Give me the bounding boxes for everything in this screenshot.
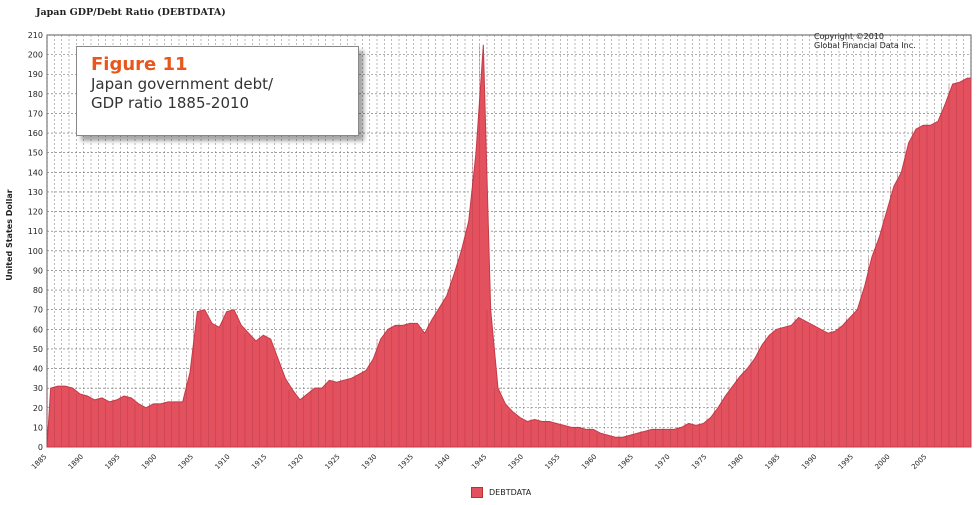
legend-label: DEBTDATA bbox=[489, 487, 532, 497]
y-tick-label: 70 bbox=[33, 306, 43, 315]
data-area-layer bbox=[46, 44, 972, 448]
x-tick-label: 1915 bbox=[250, 453, 268, 471]
x-tick-label: 1935 bbox=[397, 453, 415, 471]
figure-caption-box: Figure 11 Japan government debt/ GDP rat… bbox=[76, 46, 359, 136]
x-tick-label: 2000 bbox=[873, 453, 891, 471]
x-tick-label: 1980 bbox=[727, 453, 745, 471]
x-tick-label: 1885 bbox=[30, 453, 48, 471]
x-tick-label: 1970 bbox=[653, 453, 671, 471]
y-tick-label: 10 bbox=[33, 423, 43, 432]
x-tick-label: 1895 bbox=[103, 453, 121, 471]
y-tick-label: 130 bbox=[28, 188, 43, 197]
x-tick-label: 1930 bbox=[360, 453, 378, 471]
copyright-line-2: Global Financial Data Inc. bbox=[814, 41, 916, 50]
x-tick-label: 1920 bbox=[287, 453, 305, 471]
figure-subtitle-line-1: Japan government debt/ bbox=[91, 75, 274, 93]
x-tick-label: 1955 bbox=[543, 453, 561, 471]
y-tick-label: 210 bbox=[28, 31, 43, 40]
y-tick-label: 0 bbox=[38, 443, 43, 452]
y-tick-label: 100 bbox=[28, 247, 43, 256]
x-tick-label: 1950 bbox=[507, 453, 525, 471]
y-tick-label: 200 bbox=[28, 51, 43, 60]
copyright-line-1: Copyright ©2010 bbox=[814, 32, 884, 41]
x-tick-label: 1960 bbox=[580, 453, 598, 471]
x-tick-label: 1890 bbox=[67, 453, 85, 471]
y-tick-label: 80 bbox=[33, 286, 43, 295]
x-tick-label: 1975 bbox=[690, 453, 708, 471]
y-axis-label: United States Dollar bbox=[5, 189, 14, 280]
y-tick-label: 30 bbox=[33, 384, 43, 393]
x-tick-label: 1990 bbox=[800, 453, 818, 471]
x-tick-label: 1945 bbox=[470, 453, 488, 471]
y-tick-label: 120 bbox=[28, 208, 43, 217]
y-tick-label: 20 bbox=[33, 404, 43, 413]
y-tick-label: 50 bbox=[33, 345, 43, 354]
y-tick-label: 90 bbox=[33, 266, 43, 275]
x-tick-label: 1910 bbox=[213, 453, 231, 471]
y-tick-label: 110 bbox=[28, 227, 43, 236]
chart-legend: DEBTDATA bbox=[471, 486, 531, 498]
y-tick-label: 60 bbox=[33, 325, 43, 334]
x-axis-ticks: 1885 1890 1895 1900 1905 1910 1915 1920 1925 1930… bbox=[30, 453, 928, 471]
y-tick-label: 140 bbox=[28, 168, 43, 177]
copyright-note: Copyright ©2010 Global Financial Data In… bbox=[814, 32, 916, 50]
legend-swatch bbox=[471, 486, 483, 498]
x-tick-label: 1900 bbox=[140, 453, 158, 471]
x-tick-label: 1965 bbox=[617, 453, 635, 471]
y-axis-ticks: 0 10 20 30 40 50 60 70 80 90 100 110 120 130 140 150 160… bbox=[28, 31, 43, 452]
figure-subtitle-line-2: GDP ratio 1885-2010 bbox=[91, 94, 250, 112]
y-tick-label: 150 bbox=[28, 149, 43, 158]
x-tick-label: 1995 bbox=[837, 453, 855, 471]
x-tick-label: 1985 bbox=[763, 453, 781, 471]
x-tick-label: 2005 bbox=[910, 453, 928, 471]
x-tick-label: 1925 bbox=[323, 453, 341, 471]
x-tick-label: 1905 bbox=[177, 453, 195, 471]
figure-label: Figure 11 bbox=[91, 54, 188, 75]
x-tick-label: 1940 bbox=[433, 453, 451, 471]
y-tick-label: 160 bbox=[28, 129, 43, 138]
chart-title: Japan GDP/Debt Ratio (DEBTDATA) bbox=[36, 7, 226, 18]
y-tick-label: 40 bbox=[33, 365, 43, 374]
y-tick-label: 180 bbox=[28, 90, 43, 99]
y-tick-label: 190 bbox=[28, 70, 43, 79]
y-tick-label: 170 bbox=[28, 109, 43, 118]
